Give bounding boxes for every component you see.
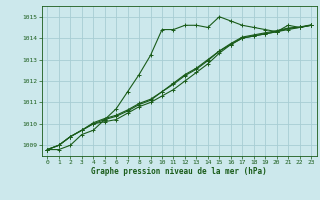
X-axis label: Graphe pression niveau de la mer (hPa): Graphe pression niveau de la mer (hPa) <box>91 167 267 176</box>
